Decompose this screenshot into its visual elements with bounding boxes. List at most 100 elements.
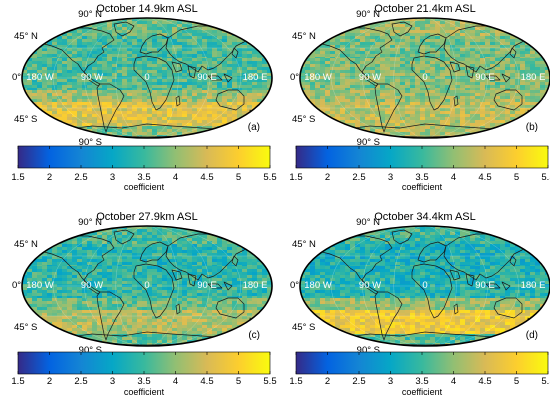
colorbar-tick-label: 5.5 xyxy=(263,376,276,387)
lat-label-0: 0° xyxy=(290,72,299,83)
lat-label-90s: 90° S xyxy=(79,345,102,356)
lat-label-90s: 90° S xyxy=(357,345,380,356)
colorbar-tick-label: 3.5 xyxy=(415,172,428,183)
lat-label-45n: 45° N xyxy=(14,31,38,42)
lat-label-45s: 45° S xyxy=(14,114,37,125)
colorbar-tick-label: 3.5 xyxy=(137,376,150,387)
lon-label-0: 0 xyxy=(144,280,149,291)
lat-label-0: 0° xyxy=(12,72,21,83)
map-field: 90° N 45° N 0° 45° S 90° S 180 W 90 W 0 90 E 180 … xyxy=(12,217,273,356)
colorbar: 1.5 2 2.5 3 3.5 4 4.5 5 5.5 coefficient xyxy=(11,145,277,192)
lat-label-90n: 90° N xyxy=(78,217,102,228)
lon-label-180e: 180 E xyxy=(243,280,268,291)
lon-label-180w: 180 W xyxy=(26,72,53,83)
panel-tag: (b) xyxy=(526,122,538,133)
lon-label-180w: 180 W xyxy=(304,280,331,291)
colorbar-label: coefficient xyxy=(402,387,443,397)
lat-label-45n: 45° N xyxy=(292,31,316,42)
colorbar-tick-label: 1.5 xyxy=(11,172,24,183)
panel-title: October 14.9km ASL xyxy=(96,3,198,15)
colorbar: 1.5 2 2.5 3 3.5 4 4.5 5 5.5 coefficient xyxy=(289,351,550,397)
lon-label-90w: 90 W xyxy=(81,72,103,83)
colorbar-tick-label: 4 xyxy=(451,376,456,387)
colorbar-tick-label: 3.5 xyxy=(137,172,150,183)
panel-tag: (a) xyxy=(248,122,260,133)
lon-label-0: 0 xyxy=(422,72,427,83)
lat-label-45s: 45° S xyxy=(292,114,315,125)
lat-label-90n: 90° N xyxy=(356,217,380,228)
colorbar-tick-label: 1.5 xyxy=(11,376,24,387)
lon-label-90w: 90 W xyxy=(359,72,381,83)
lat-label-90n: 90° N xyxy=(356,9,380,20)
lon-label-0: 0 xyxy=(422,280,427,291)
colorbar-tick-label: 3.5 xyxy=(415,376,428,387)
colorbar-tick-label: 5 xyxy=(236,376,241,387)
colorbar-tick-label: 4.5 xyxy=(200,376,213,387)
colorbar-tick-label: 4.5 xyxy=(478,172,491,183)
panel-tag: (c) xyxy=(248,330,260,341)
colorbar-tick-label: 2.5 xyxy=(352,376,365,387)
colorbar-tick-label: 2 xyxy=(47,376,52,387)
lat-label-45s: 45° S xyxy=(292,322,315,333)
lon-label-0: 0 xyxy=(144,72,149,83)
panel-title: October 21.4km ASL xyxy=(374,3,476,15)
lat-label-45s: 45° S xyxy=(14,322,37,333)
lon-label-180w: 180 W xyxy=(26,280,53,291)
colorbar-label: coefficient xyxy=(402,182,443,192)
map-frame xyxy=(299,225,550,347)
panel-title: October 27.9km ASL xyxy=(96,211,198,223)
lon-label-180e: 180 E xyxy=(243,72,268,83)
map-frame xyxy=(21,17,273,139)
colorbar-tick-label: 5 xyxy=(236,172,241,183)
colorbar-tick-label: 2.5 xyxy=(74,376,87,387)
lat-label-0: 0° xyxy=(12,280,21,291)
colorbar-label: coefficient xyxy=(124,387,165,397)
colorbar-tick-label: 1.5 xyxy=(289,376,302,387)
colorbar-tick-label: 5 xyxy=(514,172,519,183)
colorbar-label: coefficient xyxy=(124,182,165,192)
colorbar-tick-label: 2.5 xyxy=(352,172,365,183)
lat-label-90n: 90° N xyxy=(78,9,102,20)
lat-label-90s: 90° S xyxy=(357,137,380,148)
colorbar-tick-label: 4.5 xyxy=(478,376,491,387)
colorbar-tick-label: 2 xyxy=(47,172,52,183)
colorbar-tick-label: 5 xyxy=(514,376,519,387)
colorbar-tick-label: 4.5 xyxy=(200,172,213,183)
panel-title: October 34.4km ASL xyxy=(374,211,476,223)
lat-label-90s: 90° S xyxy=(79,137,102,148)
map-frame xyxy=(299,17,550,139)
lon-label-180e: 180 E xyxy=(521,72,546,83)
colorbar-tick-label: 2.5 xyxy=(74,172,87,183)
map-frame xyxy=(21,225,273,347)
lat-label-45n: 45° N xyxy=(292,239,316,250)
colorbar-tick-label: 3 xyxy=(110,172,115,183)
colorbar-tick-label: 4 xyxy=(451,172,456,183)
colorbar-tick-label: 2 xyxy=(325,172,330,183)
colorbar-tick-label: 2 xyxy=(325,376,330,387)
lon-label-90e: 90 E xyxy=(197,72,217,83)
lon-label-90w: 90 W xyxy=(81,280,103,291)
colorbar-tick-label: 5.5 xyxy=(263,172,276,183)
colorbar-tick-label: 3 xyxy=(388,376,393,387)
lat-label-45n: 45° N xyxy=(14,239,38,250)
map-field: 90° N 45° N 0° 45° S 90° S 180 W 90 W 0 90 E 180 … xyxy=(12,9,273,148)
map-field: 90° N 45° N 0° 45° S 90° S 180 W 90 W 0 90 E 180 … xyxy=(290,9,550,148)
lon-label-90e: 90 E xyxy=(197,280,217,291)
colorbar: 1.5 2 2.5 3 3.5 4 4.5 5 5.5 coefficient xyxy=(11,351,277,397)
colorbar-tick-label: 4 xyxy=(173,376,178,387)
panel-tag: (d) xyxy=(526,330,538,341)
colorbar-tick-label: 4 xyxy=(173,172,178,183)
lat-label-0: 0° xyxy=(290,280,299,291)
lon-label-180w: 180 W xyxy=(304,72,331,83)
colorbar: 1.5 2 2.5 3 3.5 4 4.5 5 5.5 coefficient xyxy=(289,145,550,192)
lon-label-90e: 90 E xyxy=(475,72,495,83)
colorbar-tick-label: 1.5 xyxy=(289,172,302,183)
lon-label-90e: 90 E xyxy=(475,280,495,291)
lon-label-90w: 90 W xyxy=(359,280,381,291)
colorbar-tick-label: 5.5 xyxy=(541,172,550,183)
lon-label-180e: 180 E xyxy=(521,280,546,291)
